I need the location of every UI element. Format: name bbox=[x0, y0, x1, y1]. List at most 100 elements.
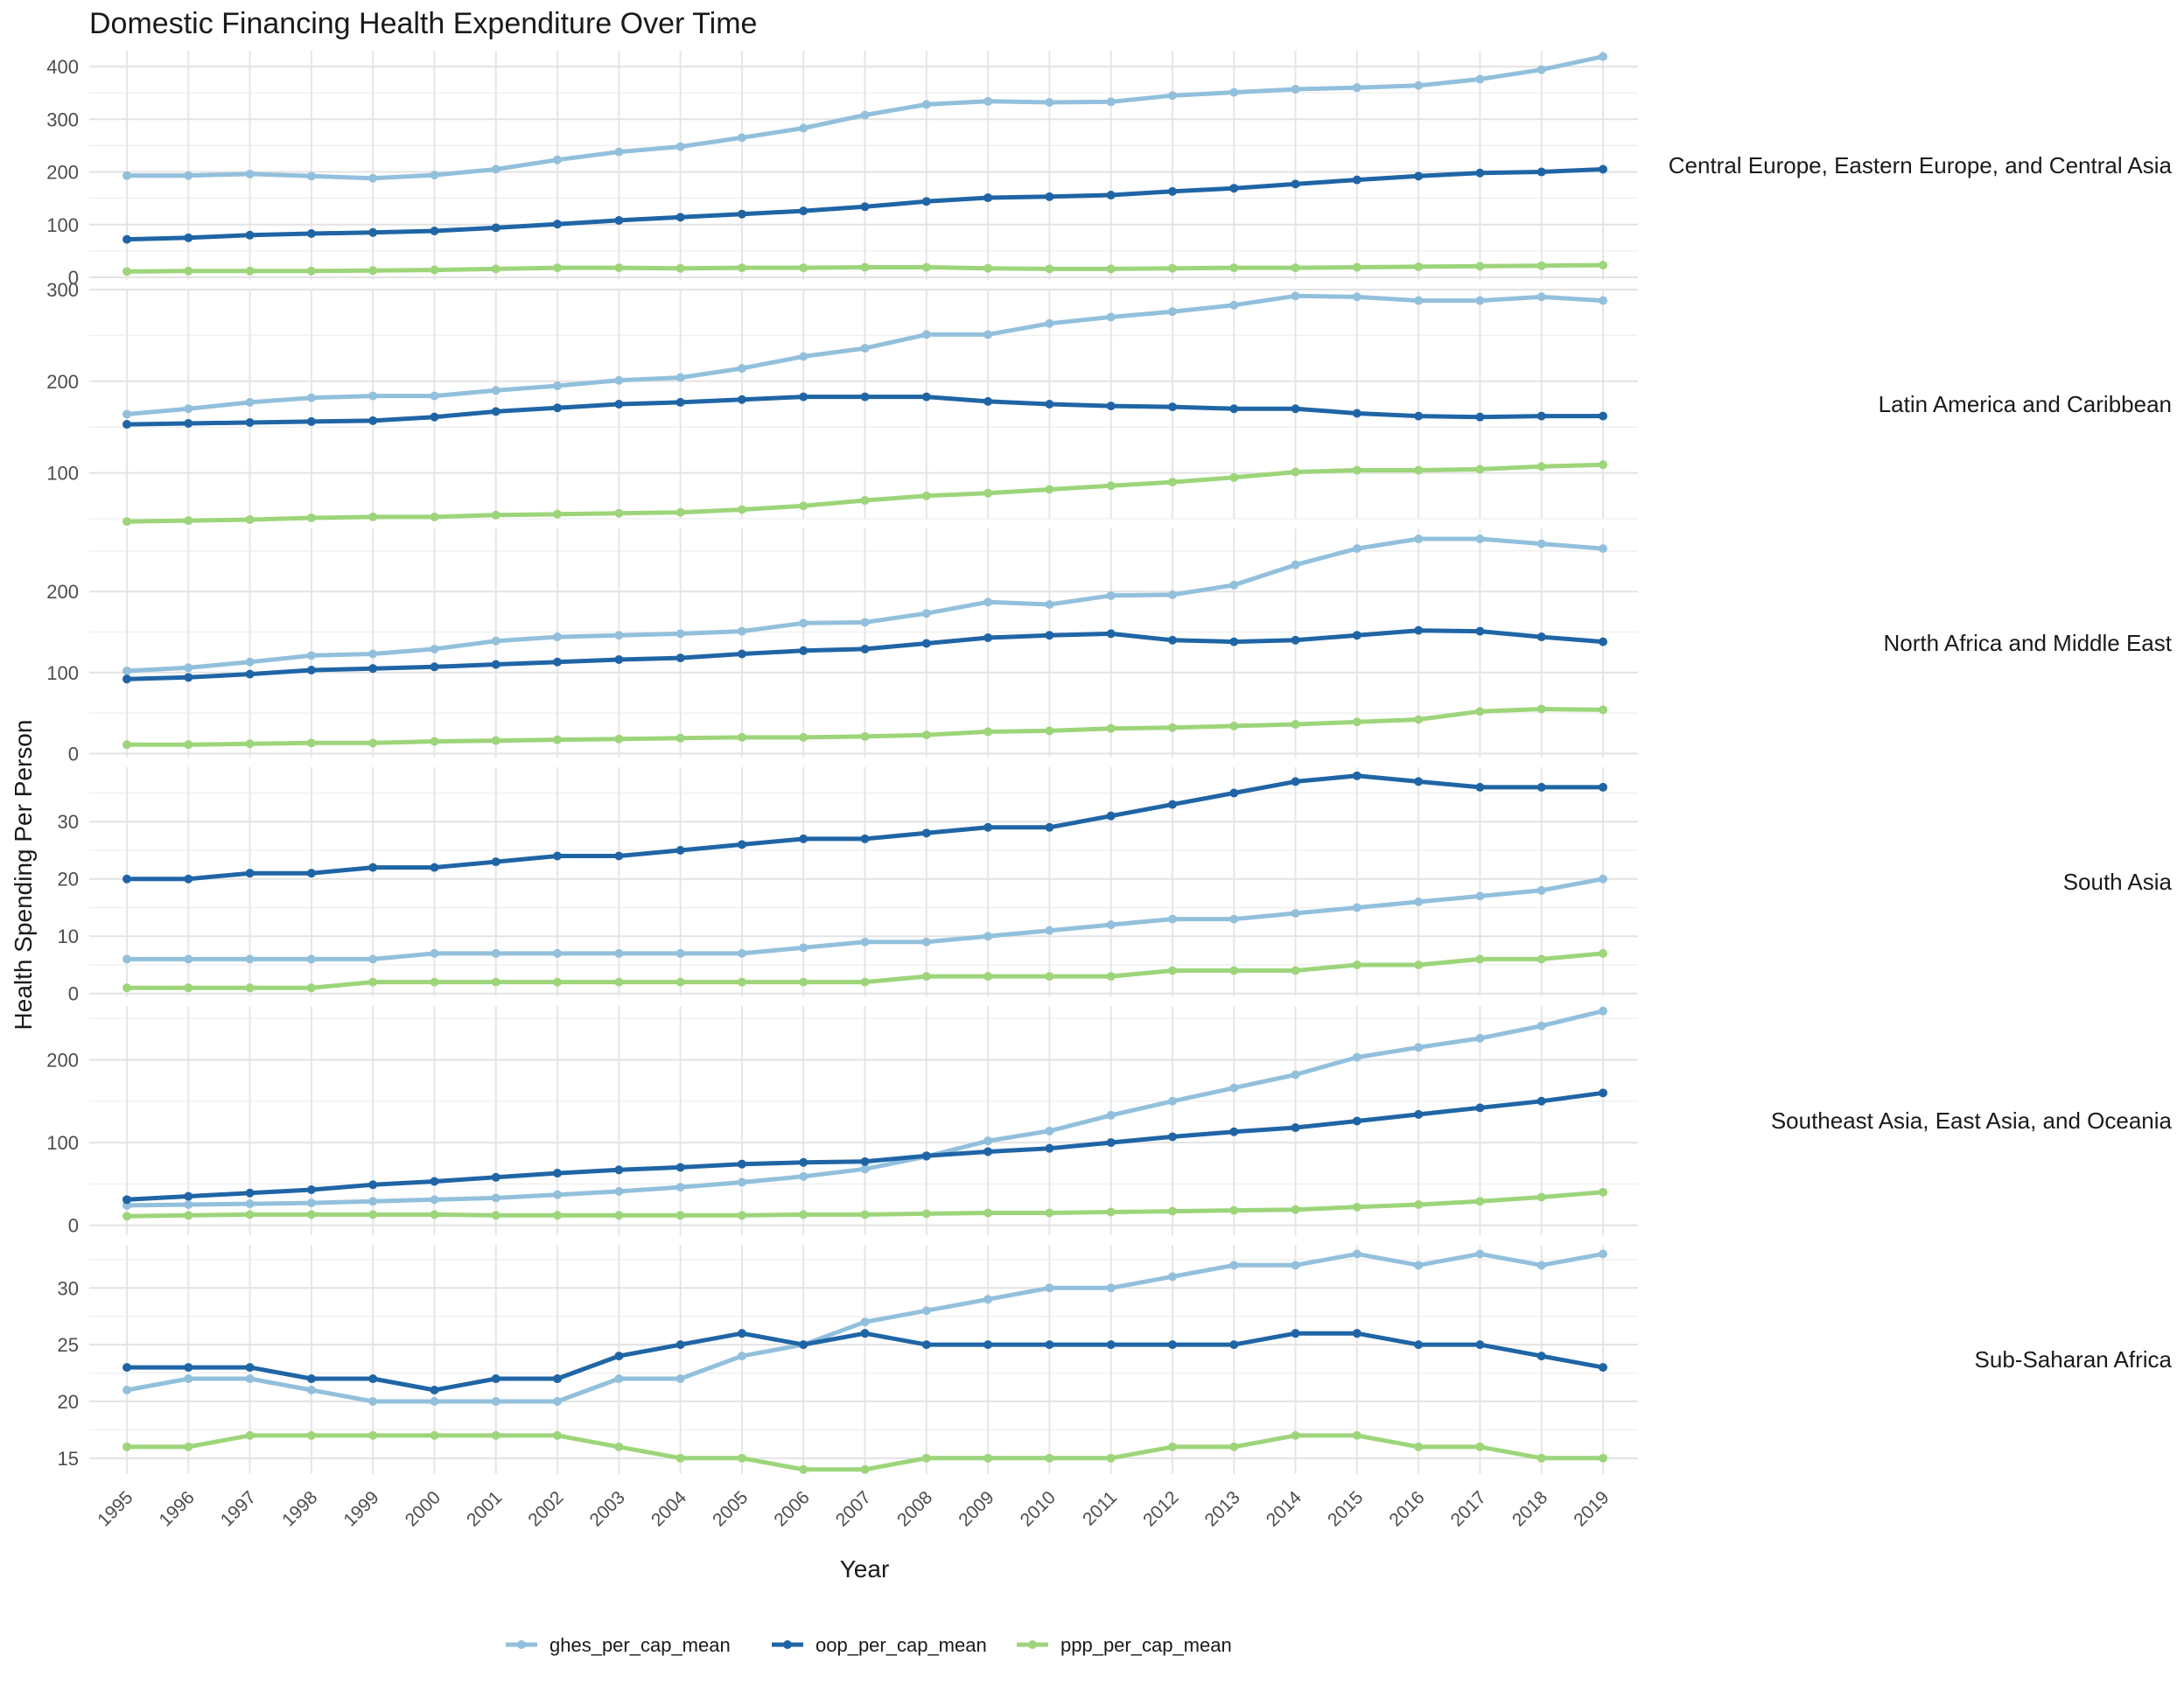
data-point bbox=[1352, 903, 1362, 912]
x-tick-label: 1999 bbox=[340, 1487, 382, 1530]
data-point bbox=[1291, 720, 1300, 730]
data-point bbox=[1229, 788, 1239, 798]
panel-sub-saharan-africa: 15 20 25 30 Sub-Saharan Africa bbox=[58, 1245, 2173, 1474]
data-point bbox=[368, 512, 378, 521]
data-point bbox=[737, 626, 746, 636]
data-point bbox=[1045, 98, 1054, 108]
data-point bbox=[491, 857, 500, 867]
data-point bbox=[1414, 262, 1424, 271]
data-point bbox=[491, 636, 500, 646]
data-point bbox=[1167, 635, 1177, 645]
data-point bbox=[1291, 560, 1300, 569]
facet-label: Sub-Saharan Africa bbox=[1975, 1346, 2173, 1373]
data-point bbox=[860, 1464, 870, 1474]
data-point bbox=[737, 1453, 746, 1463]
data-point bbox=[1536, 65, 1546, 74]
chart-title: Domestic Financing Health Expenditure Ov… bbox=[89, 7, 757, 40]
data-point bbox=[430, 1396, 439, 1406]
facet-label: Southeast Asia, East Asia, and Oceania bbox=[1771, 1108, 2173, 1134]
data-point bbox=[676, 213, 685, 222]
data-point bbox=[1414, 777, 1424, 786]
data-point bbox=[122, 1212, 131, 1221]
data-point bbox=[737, 840, 746, 849]
data-point bbox=[245, 1188, 255, 1198]
data-point bbox=[1475, 626, 1485, 636]
data-point bbox=[676, 142, 685, 151]
data-point bbox=[1167, 1096, 1177, 1106]
data-point bbox=[430, 863, 439, 872]
data-point bbox=[614, 1186, 624, 1196]
data-point bbox=[245, 1363, 255, 1373]
legend: ghes_per_cap_mean oop_per_cap_mean ppp_per… bbox=[506, 1634, 1232, 1656]
data-point bbox=[1291, 1261, 1300, 1270]
data-point bbox=[799, 1210, 808, 1219]
data-point bbox=[614, 375, 624, 385]
y-tick-label: 20 bbox=[58, 1391, 79, 1413]
data-point bbox=[1167, 1272, 1177, 1282]
data-point bbox=[1291, 635, 1300, 645]
data-point bbox=[184, 1374, 193, 1384]
data-point bbox=[737, 948, 746, 958]
data-point bbox=[676, 653, 685, 663]
x-tick-label: 1995 bbox=[94, 1487, 136, 1530]
data-point bbox=[184, 1200, 193, 1210]
data-point bbox=[614, 215, 624, 225]
data-point bbox=[184, 1442, 193, 1451]
data-point bbox=[306, 416, 316, 426]
data-point bbox=[1352, 1329, 1362, 1338]
data-point bbox=[1106, 972, 1116, 982]
facet-label: Central Europe, Eastern Europe, and Cent… bbox=[1669, 152, 2173, 178]
panel-central-europe-eastern-europe-and-central-asia: 0 100 200 300 400 Central Europe, Eastern Eur… bbox=[46, 51, 2173, 289]
data-point bbox=[1106, 402, 1116, 411]
data-point bbox=[491, 1374, 500, 1384]
data-point bbox=[1475, 1197, 1485, 1206]
data-point bbox=[1167, 800, 1177, 809]
data-point bbox=[1352, 465, 1362, 475]
x-tick-label: 2013 bbox=[1200, 1487, 1243, 1530]
data-point bbox=[737, 395, 746, 404]
data-point bbox=[245, 1210, 255, 1219]
facet-label: South Asia bbox=[2063, 869, 2173, 895]
x-tick-label: 2005 bbox=[709, 1487, 752, 1530]
data-point bbox=[676, 948, 685, 958]
data-point bbox=[1229, 1261, 1239, 1270]
data-point bbox=[491, 1430, 500, 1440]
data-point bbox=[306, 1430, 316, 1440]
data-point bbox=[1475, 465, 1485, 474]
data-point bbox=[676, 845, 685, 855]
x-tick-label: 2019 bbox=[1570, 1487, 1613, 1530]
data-point bbox=[737, 1211, 746, 1220]
data-point bbox=[1106, 590, 1116, 600]
data-point bbox=[1536, 1453, 1546, 1463]
data-point bbox=[491, 386, 500, 395]
data-point bbox=[860, 834, 870, 843]
data-point bbox=[1045, 318, 1054, 328]
data-point bbox=[1229, 404, 1239, 414]
data-point bbox=[737, 649, 746, 659]
y-tick-label: 0 bbox=[68, 1215, 79, 1237]
data-point bbox=[491, 1396, 500, 1406]
data-point bbox=[1475, 412, 1485, 422]
data-point bbox=[1045, 400, 1054, 409]
data-point bbox=[491, 660, 500, 669]
data-point bbox=[1106, 629, 1116, 639]
data-point bbox=[1475, 1249, 1485, 1259]
data-point bbox=[553, 220, 563, 229]
y-tick-label: 100 bbox=[46, 662, 79, 684]
data-point bbox=[1106, 312, 1116, 322]
data-point bbox=[553, 1211, 563, 1220]
x-axis-label: Year bbox=[840, 1555, 890, 1583]
data-point bbox=[553, 632, 563, 642]
data-point bbox=[799, 977, 808, 987]
data-point bbox=[1229, 1340, 1239, 1350]
data-point bbox=[1475, 891, 1485, 901]
y-axis-label: Health Spending Per Person bbox=[10, 720, 37, 1031]
data-point bbox=[737, 133, 746, 143]
data-point bbox=[368, 416, 378, 425]
data-point bbox=[553, 403, 563, 413]
data-point bbox=[676, 1340, 685, 1350]
legend-label-ppp-per-cap-mean: ppp_per_cap_mean bbox=[1060, 1634, 1232, 1656]
data-point bbox=[921, 1453, 931, 1463]
data-point bbox=[306, 738, 316, 748]
data-point bbox=[1291, 467, 1300, 477]
